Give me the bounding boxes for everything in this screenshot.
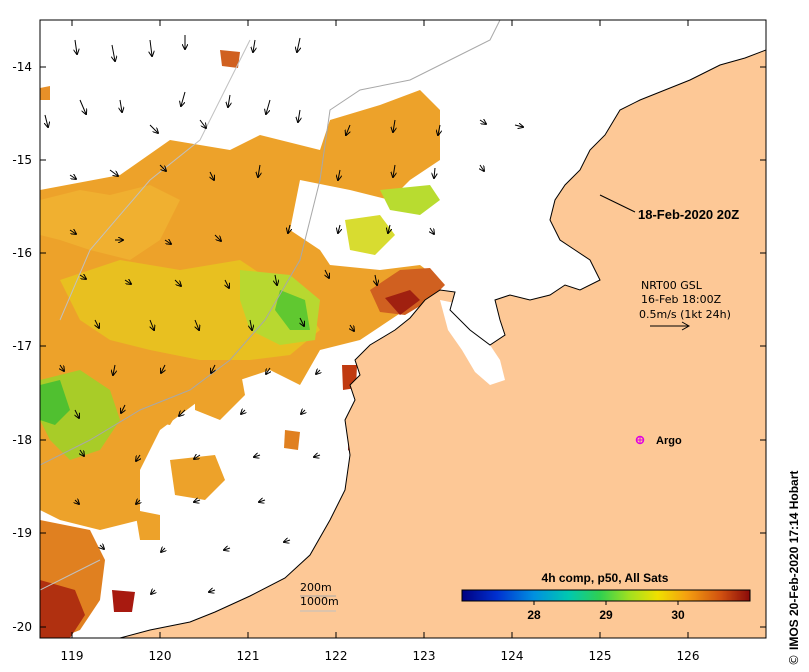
- isobath-200m: [40, 20, 501, 466]
- lon-tick: 121: [237, 649, 260, 663]
- current-source: NRT00 GSL: [641, 279, 703, 292]
- credit-text: IMOS 20-Feb-2020 17:14 Hobart: [787, 471, 801, 650]
- scale-arrow-label: 0.5m/s (1kt 24h): [639, 308, 731, 321]
- coast-line: [119, 49, 766, 638]
- date-label: 18-Feb-2020 20Z: [638, 207, 739, 222]
- lat-tick: -20: [12, 620, 32, 634]
- lon-tick: 123: [413, 649, 436, 663]
- lon-tick-labels: 119 120 121 122 123 124 125 126: [61, 649, 700, 663]
- lon-tick: 125: [589, 649, 612, 663]
- lat-tick-labels: -14 -15 -16 -17 -18 -19 -20: [12, 60, 32, 634]
- current-arrows: [45, 35, 523, 594]
- plot-frame: [39, 19, 767, 639]
- colorbar-tick-labels: 28 29 30: [527, 608, 685, 622]
- sst-field: [40, 50, 445, 638]
- copyright-symbol: ©: [787, 654, 801, 666]
- isobath-label-200m: 200m: [300, 581, 332, 594]
- argo-label: Argo: [656, 435, 682, 447]
- isobath-1000m: [40, 39, 251, 591]
- colorbar: [461, 589, 751, 602]
- lat-tick: -19: [12, 526, 32, 540]
- lat-tick: -16: [12, 246, 32, 260]
- lon-tick: 122: [325, 649, 348, 663]
- lon-tick: 124: [501, 649, 524, 663]
- colorbar-ticks: [533, 601, 679, 605]
- colorbar-tick: 28: [527, 608, 541, 622]
- lat-tick: -18: [12, 433, 32, 447]
- current-time: 16-Feb 18:00Z: [641, 293, 722, 306]
- argo-marker: [635, 435, 645, 445]
- lon-tick: 119: [61, 649, 84, 663]
- tick-marks: [40, 20, 766, 638]
- scale-arrow: [650, 321, 691, 331]
- lon-tick: 126: [677, 649, 700, 663]
- lat-tick: -15: [12, 153, 32, 167]
- lat-tick: -14: [12, 60, 32, 74]
- colorbar-title: 4h comp, p50, All Sats: [542, 571, 669, 585]
- australia-land: [120, 20, 766, 638]
- lat-tick: -17: [12, 339, 32, 353]
- isobath-label-1000m: 1000m: [300, 595, 339, 608]
- colorbar-tick: 29: [599, 608, 613, 622]
- date-pointer-line: [599, 194, 636, 213]
- colorbar-tick: 30: [671, 608, 685, 622]
- lon-tick: 120: [149, 649, 172, 663]
- king-sound: [440, 300, 505, 385]
